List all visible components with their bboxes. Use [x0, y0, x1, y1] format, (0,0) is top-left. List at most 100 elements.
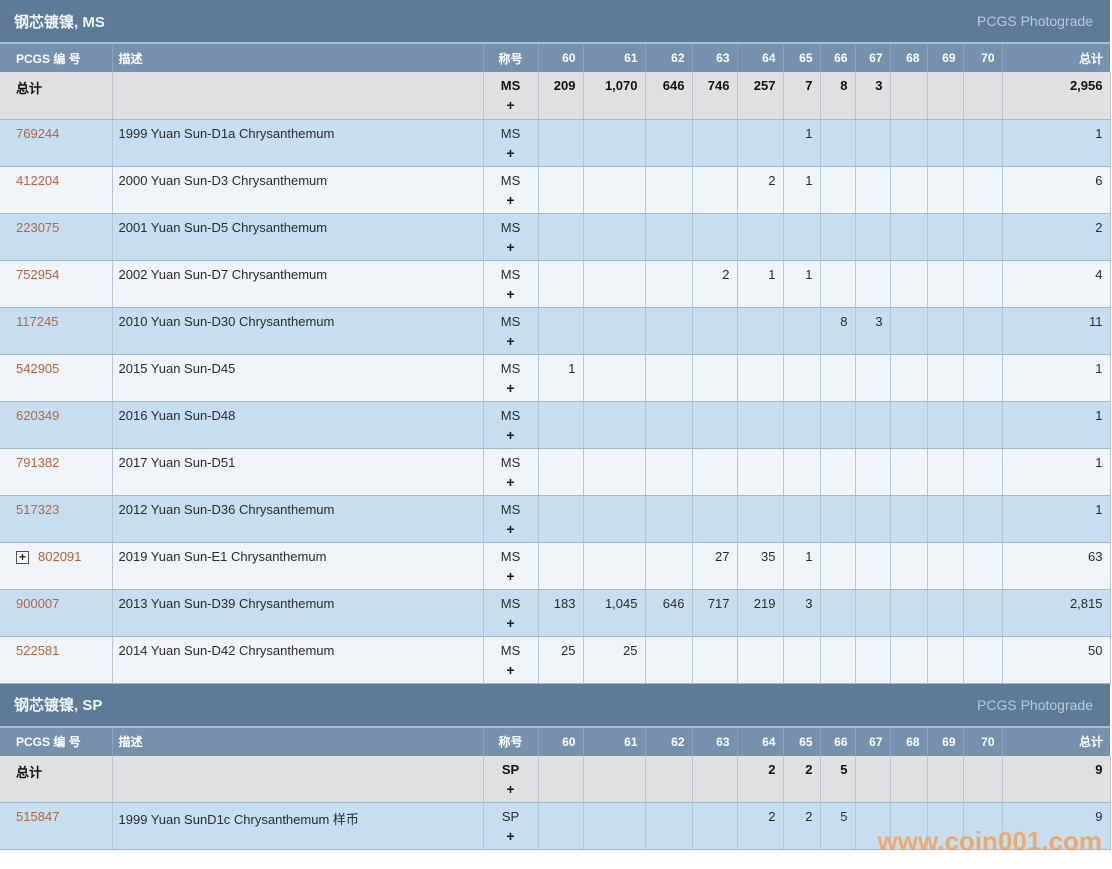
pcgs-number-link[interactable]: 517323: [16, 501, 60, 517]
grade-60-cell: 25: [538, 636, 584, 684]
designation-label: MS: [500, 219, 521, 235]
grade-66-cell: 8: [820, 307, 856, 355]
designation-plus-button[interactable]: +: [506, 828, 515, 844]
grade-70-cell: [963, 307, 1003, 355]
designation-cell: MS +: [483, 260, 539, 308]
grade-69-cell: [927, 354, 964, 402]
designation-plus-button[interactable]: +: [506, 285, 515, 302]
grade-67-cell: [855, 802, 891, 850]
grade-66-cell: [820, 589, 856, 637]
grade-70-cell: [963, 72, 1003, 120]
pcgs-number-link[interactable]: 769244: [16, 125, 60, 141]
grade-61-cell: [583, 213, 646, 261]
designation-plus-button[interactable]: +: [506, 661, 515, 678]
grade-69-cell: [927, 636, 964, 684]
grade-64-cell: 257: [737, 72, 784, 120]
pcgs-number-link[interactable]: 412204: [16, 172, 60, 188]
grade-60-cell: 209: [538, 72, 584, 120]
grade-62-cell: [645, 802, 693, 850]
designation-cell: MS +: [483, 401, 539, 449]
total-cell: 50: [1002, 636, 1111, 684]
expand-row-icon[interactable]: +: [16, 550, 29, 564]
header-grade-61: 61: [583, 44, 646, 72]
header-total: 总计: [1002, 727, 1110, 756]
pcgs-number-link[interactable]: 900007: [16, 595, 60, 611]
grade-65-cell: [783, 354, 821, 402]
grade-65-cell: [783, 448, 821, 496]
pcgs-number-link[interactable]: 515847: [16, 809, 60, 824]
grade-63-cell: [692, 354, 738, 402]
designation-plus-button[interactable]: +: [506, 426, 515, 443]
grade-61-cell: 25: [583, 636, 646, 684]
total-cell: 11: [1002, 307, 1111, 355]
designation-cell: MS +: [483, 354, 539, 402]
designation-plus-button[interactable]: +: [506, 191, 515, 208]
designation-plus-button[interactable]: +: [506, 567, 515, 584]
grade-66-cell: 5: [820, 802, 856, 850]
header-grade-61: 61: [583, 727, 646, 756]
header-grade-62: 62: [645, 44, 693, 72]
pcgs-number-link[interactable]: 223075: [16, 219, 60, 235]
grade-68-cell: [890, 213, 928, 261]
grade-70-cell: [963, 495, 1003, 543]
grade-66-cell: [820, 354, 856, 402]
grade-64-cell: [737, 636, 784, 684]
designation-cell: MS +: [483, 119, 539, 167]
designation-plus-button[interactable]: +: [506, 144, 515, 161]
designation-plus-button[interactable]: +: [506, 520, 515, 537]
grade-63-cell: [692, 755, 738, 803]
grade-67-cell: 3: [855, 72, 891, 120]
grade-68-cell: [890, 119, 928, 167]
grade-70-cell: [963, 119, 1003, 167]
grade-61-cell: [583, 307, 646, 355]
grade-68-cell: [890, 260, 928, 308]
totals-label-cell: 总计: [0, 755, 113, 803]
grade-66-cell: [820, 166, 856, 214]
grade-65-cell: [783, 495, 821, 543]
designation-plus-button[interactable]: +: [506, 97, 515, 113]
pcgs-number-link[interactable]: 802091: [38, 548, 82, 564]
grade-63-cell: [692, 307, 738, 355]
grade-61-cell: [583, 542, 646, 590]
designation-plus-button[interactable]: +: [506, 238, 515, 255]
total-cell: 9: [1002, 755, 1111, 803]
designation-cell: MS +: [483, 542, 539, 590]
grade-64-cell: [737, 213, 784, 261]
grade-66-cell: [820, 495, 856, 543]
designation-plus-button[interactable]: +: [506, 473, 515, 490]
description-cell: 1999 Yuan SunD1c Chrysanthemum 样币: [112, 802, 484, 850]
table-body: 总计 SP +2 2 5 9 515847 1999 Yuan SunD1c Chrysant…: [0, 755, 1111, 850]
description-cell: 2016 Yuan Sun-D48: [112, 401, 484, 449]
header-grade-64: 64: [737, 727, 784, 756]
designation-plus-button[interactable]: +: [506, 780, 515, 797]
grade-61-cell: [583, 166, 646, 214]
pcgs-number-cell: 517323: [0, 495, 113, 543]
grade-63-cell: 27: [692, 542, 738, 590]
grade-62-cell: 646: [645, 72, 693, 120]
header-grade-66: 66: [820, 44, 856, 72]
header-total: 总计: [1002, 44, 1110, 72]
grade-62-cell: [645, 401, 693, 449]
grade-63-cell: 746: [692, 72, 738, 120]
grade-64-cell: 2: [737, 802, 784, 850]
grade-61-cell: [583, 755, 646, 803]
pcgs-number-link[interactable]: 542905: [16, 360, 60, 376]
table-body: 总计 MS +209 1,070 646 746 257 7 8 3 2,956 769244 1999…: [0, 72, 1111, 684]
grade-60-cell: 183: [538, 589, 584, 637]
pcgs-number-link[interactable]: 791382: [16, 454, 60, 470]
photograde-link[interactable]: PCGS Photograde: [977, 13, 1093, 29]
grade-61-cell: [583, 401, 646, 449]
pcgs-number-link[interactable]: 752954: [16, 266, 60, 282]
pcgs-number-cell: 791382: [0, 448, 113, 496]
grade-69-cell: [927, 213, 964, 261]
photograde-link[interactable]: PCGS Photograde: [977, 696, 1093, 713]
pcgs-number-link[interactable]: 620349: [16, 407, 60, 423]
coin-section: 钢芯镀镍, SP PCGS Photograde PCGS 编 号 描述 称号 …: [0, 683, 1111, 850]
pcgs-number-link[interactable]: 117245: [16, 313, 59, 329]
designation-plus-button[interactable]: +: [506, 332, 515, 349]
designation-plus-button[interactable]: +: [506, 379, 515, 396]
designation-label: SP: [501, 761, 520, 777]
description-cell: 2017 Yuan Sun-D51: [112, 448, 484, 496]
pcgs-number-link[interactable]: 522581: [16, 642, 60, 658]
designation-plus-button[interactable]: +: [506, 614, 515, 631]
